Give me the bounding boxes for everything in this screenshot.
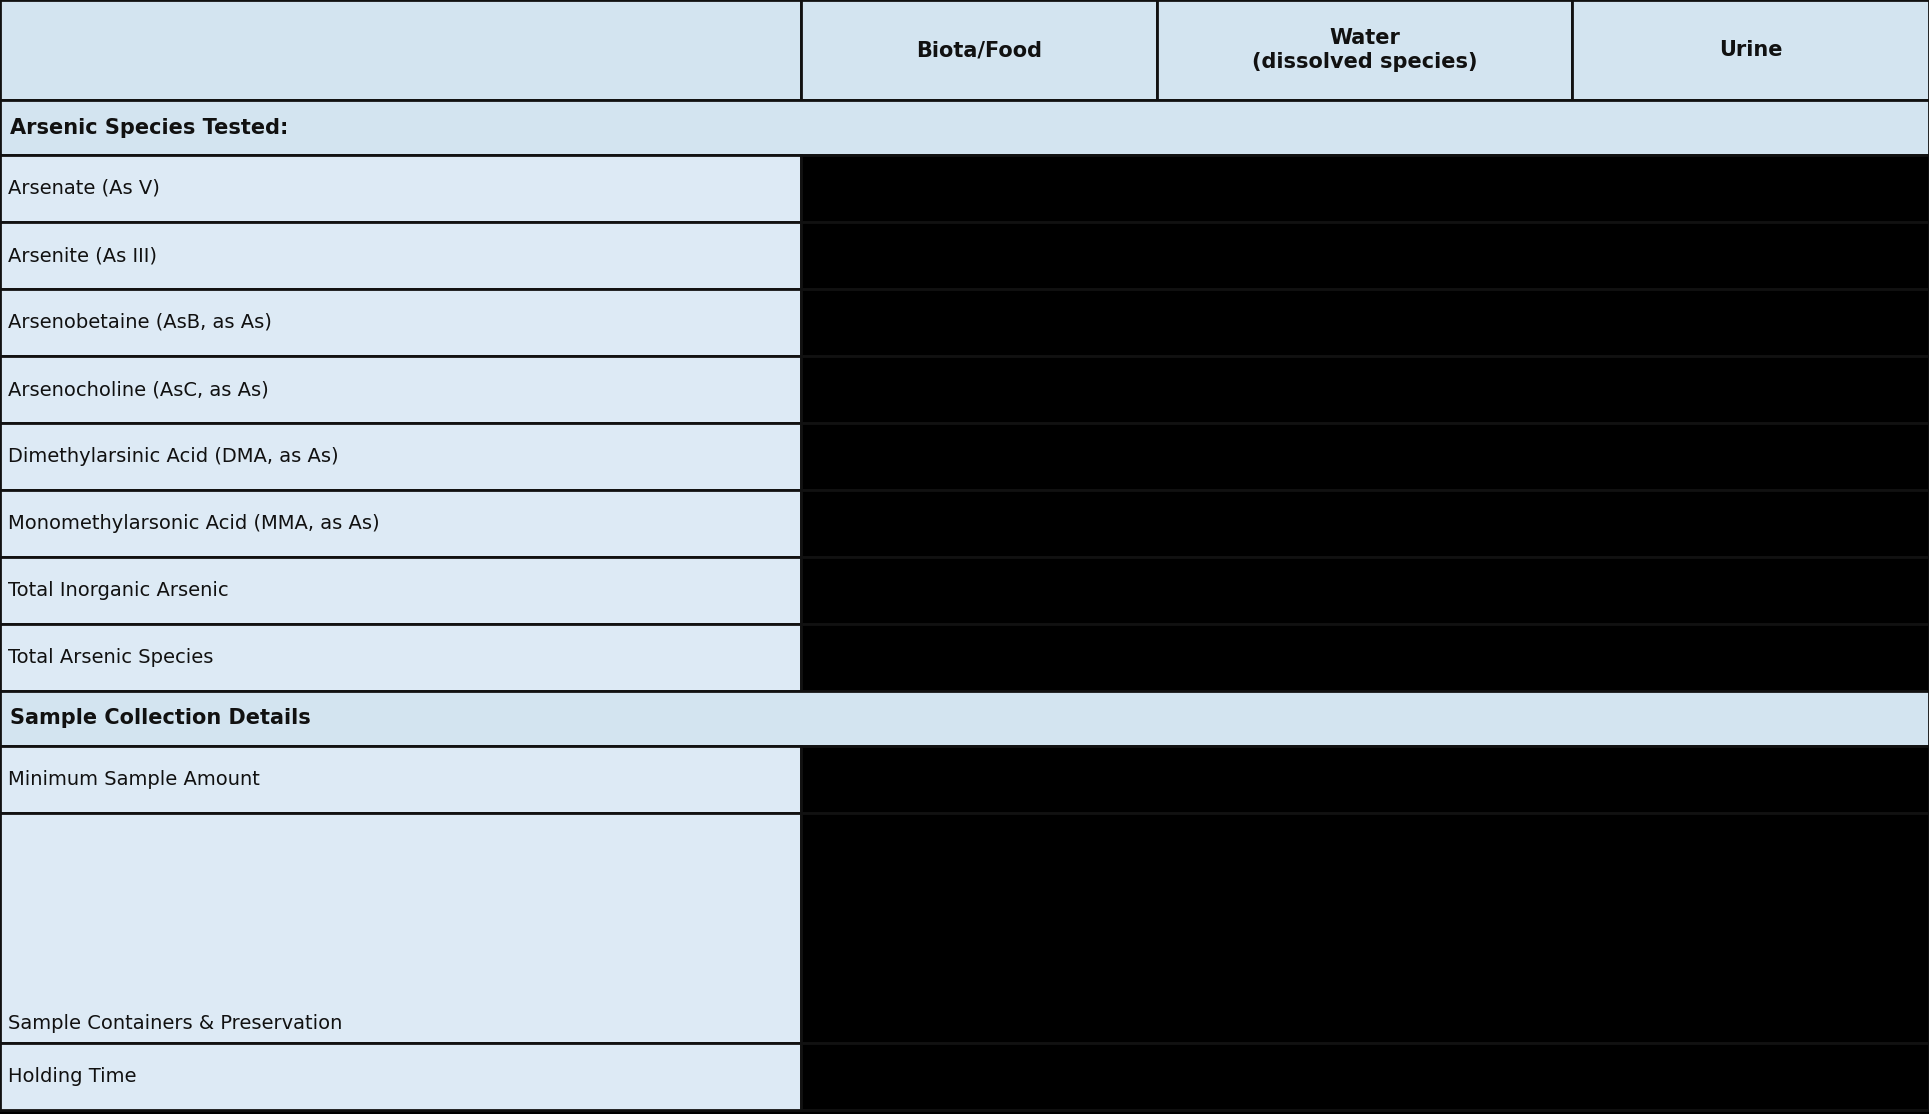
Bar <box>801 746 1929 813</box>
Bar <box>0 0 801 100</box>
Text: Arsenite (As III): Arsenite (As III) <box>8 246 156 265</box>
Bar <box>801 222 1929 289</box>
Bar <box>801 557 1929 624</box>
Text: Sample Collection Details: Sample Collection Details <box>10 709 311 729</box>
Bar <box>0 155 801 222</box>
Text: Monomethylarsonic Acid (MMA, as As): Monomethylarsonic Acid (MMA, as As) <box>8 514 380 532</box>
Bar <box>0 100 1929 155</box>
Text: Sample Containers & Preservation: Sample Containers & Preservation <box>8 1014 341 1033</box>
Bar <box>0 691 1929 746</box>
Bar <box>0 490 801 557</box>
Text: Water
(dissolved species): Water (dissolved species) <box>1252 28 1478 71</box>
Text: Arsenic Species Tested:: Arsenic Species Tested: <box>10 117 287 137</box>
Bar <box>1572 0 1929 100</box>
Bar <box>801 289 1929 356</box>
Text: Arsenocholine (AsC, as As): Arsenocholine (AsC, as As) <box>8 380 268 399</box>
Bar <box>0 746 801 813</box>
Bar <box>801 423 1929 490</box>
Text: Dimethylarsinic Acid (DMA, as As): Dimethylarsinic Acid (DMA, as As) <box>8 447 340 466</box>
Bar <box>0 222 801 289</box>
Text: Total Inorganic Arsenic: Total Inorganic Arsenic <box>8 582 230 600</box>
Text: Minimum Sample Amount: Minimum Sample Amount <box>8 770 260 789</box>
Bar <box>801 155 1929 222</box>
Text: Holding Time: Holding Time <box>8 1067 137 1086</box>
Bar <box>801 813 1929 1043</box>
Bar <box>801 1043 1929 1110</box>
Text: Biota/Food: Biota/Food <box>916 40 1042 60</box>
Bar <box>0 557 801 624</box>
Bar <box>801 490 1929 557</box>
Bar <box>801 0 1157 100</box>
Text: Arsenate (As V): Arsenate (As V) <box>8 179 160 198</box>
Bar <box>801 356 1929 423</box>
Text: Total Arsenic Species: Total Arsenic Species <box>8 648 214 667</box>
Bar <box>0 624 801 691</box>
Text: Arsenobetaine (AsB, as As): Arsenobetaine (AsB, as As) <box>8 313 272 332</box>
Text: Urine: Urine <box>1719 40 1782 60</box>
Bar <box>1157 0 1572 100</box>
Bar <box>0 423 801 490</box>
Bar <box>801 624 1929 691</box>
Bar <box>0 1043 801 1110</box>
Bar <box>0 289 801 356</box>
Bar <box>0 813 801 1043</box>
Bar <box>0 356 801 423</box>
